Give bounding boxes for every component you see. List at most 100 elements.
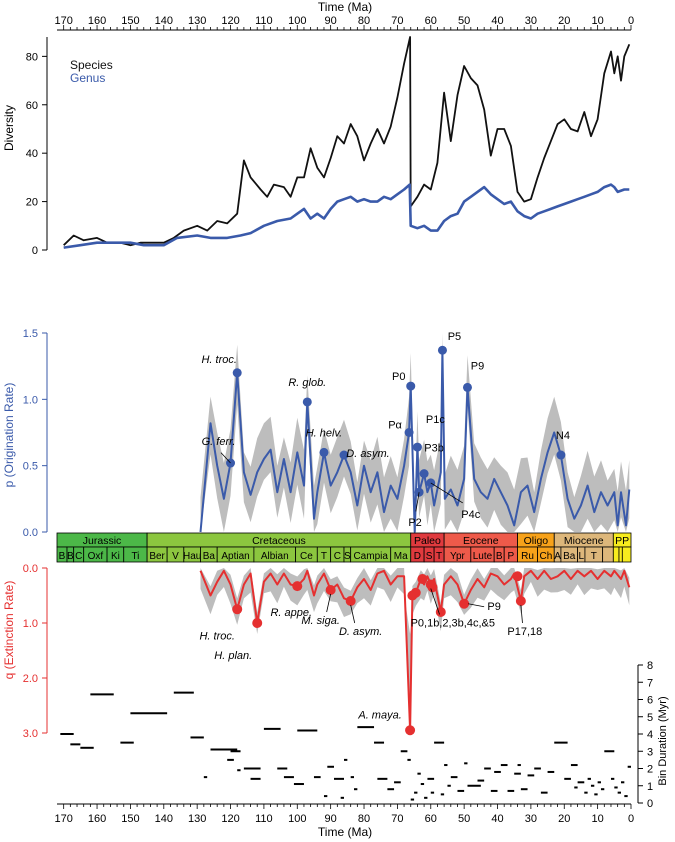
time-tick-label: 70: [391, 15, 403, 27]
origination-peak-marker: [406, 381, 416, 391]
time-tick-label: 100: [288, 15, 306, 27]
time-tick-label: 20: [558, 15, 570, 27]
origination-leader-line: [415, 492, 420, 512]
time-tick-label: 90: [325, 813, 337, 825]
extinction-y-tick-label: 0.0: [23, 563, 38, 575]
stage-label: Ber: [149, 551, 165, 562]
time-tick-label: 40: [491, 15, 503, 27]
stage-label: S: [344, 551, 351, 562]
bin-duration-y-tick-label: 0: [647, 798, 653, 810]
origination-peak-label: R. glob.: [288, 377, 326, 389]
stage-label: Ru: [521, 551, 534, 562]
time-tick-label: 20: [558, 813, 570, 825]
time-tick-label: 120: [221, 813, 239, 825]
time-tick-label: 170: [54, 15, 72, 27]
stage-label: T: [591, 551, 597, 562]
bin-duration-y-tick-label: 2: [647, 764, 653, 776]
origination-uncertainty-band: [200, 333, 630, 532]
bin-duration-panel: 0 1 2 3 4 5 6 7 8: [60, 660, 653, 810]
stage-label: C: [334, 551, 341, 562]
origination-peak-marker: [412, 442, 422, 452]
extinction-peak-label: M. siga.: [301, 615, 340, 627]
origination-peak-marker: [302, 397, 312, 407]
time-tick-label: 90: [325, 15, 337, 27]
stage-label: Ce: [300, 551, 313, 562]
time-tick-label: 160: [88, 15, 106, 27]
extinction-peak-marker: [410, 587, 421, 598]
stage-label: C: [75, 551, 82, 562]
extinction-peak-marker: [427, 582, 438, 593]
extinction-peak-label: H. plan.: [214, 650, 252, 662]
diversity-axis-label: Diversity: [2, 105, 16, 151]
time-tick-label: 0: [628, 813, 634, 825]
origination-peak-label: P4c: [461, 509, 480, 521]
bin-duration-y-tick-label: 5: [647, 712, 653, 724]
period-label: Cretaceous: [252, 535, 306, 547]
time-tick-label: 150: [121, 15, 139, 27]
origination-leader-line: [220, 452, 231, 464]
diversity-y-tick-label: 60: [26, 100, 38, 112]
bottom-time-axis-label: Time (Ma): [318, 825, 372, 839]
bin-duration-y-tick-label: 4: [647, 729, 653, 741]
top-time-axis: 170 160 150 140 130 120 110 100 90 80 70 60 50 40 30 20…: [54, 15, 634, 31]
stage-label: B: [67, 551, 74, 562]
origination-leader-line: [430, 482, 463, 504]
period-label: Jurassic: [83, 535, 122, 547]
time-tick-label: 30: [525, 813, 537, 825]
stage-label: Ch: [540, 551, 553, 562]
extinction-peak-marker: [292, 581, 303, 592]
diversity-y-tick-label: 20: [26, 197, 38, 209]
diversity-panel: 0 20 40 60 80: [26, 36, 631, 257]
stage-box: [621, 546, 632, 563]
time-tick-label: 0: [628, 15, 634, 27]
time-tick-label: 130: [188, 813, 206, 825]
series-line-genus: [63, 183, 630, 249]
stage-label: D: [414, 551, 421, 562]
origination-y-tick-label: 0.0: [23, 527, 38, 539]
origination-peak-marker: [319, 447, 329, 457]
origination-peak-label: G. ferr.: [202, 436, 236, 448]
origination-y-tick-label: 1.5: [23, 328, 38, 340]
time-tick-label: 120: [221, 15, 239, 27]
extinction-peak-marker: [252, 618, 263, 628]
extinction-y-tick-label: 1.0: [23, 618, 38, 630]
stage-label: T: [321, 551, 327, 562]
period-label: Miocene: [564, 535, 604, 547]
time-tick-label: 60: [425, 813, 437, 825]
extinction-axis-label: q (Extinction Rate): [2, 581, 16, 680]
time-tick-label: 110: [255, 813, 273, 825]
bin-duration-y-tick-label: 6: [647, 695, 653, 707]
origination-peak-marker: [556, 450, 566, 460]
time-tick-label: 50: [458, 813, 470, 825]
extinction-leader-line: [326, 593, 332, 613]
time-tick-label: 130: [188, 15, 206, 27]
time-tick-label: 80: [358, 15, 370, 27]
extinction-peak-marker: [325, 585, 336, 595]
extinction-y-tick-label: 2.0: [23, 673, 38, 685]
legend-species: Species: [70, 58, 113, 72]
extinction-peak-marker: [405, 725, 416, 736]
period-label: Paleo: [414, 535, 441, 547]
period-label: Oligo: [524, 535, 549, 547]
bottom-time-axis: 170 160 150 140 130 120 110 100 90 80 70 60 50 40 30 20…: [54, 803, 634, 825]
time-tick-label: 10: [592, 813, 604, 825]
time-tick-label: 150: [121, 813, 139, 825]
origination-peak-label: P0: [392, 371, 405, 383]
extinction-peak-marker: [459, 598, 470, 609]
origination-peak-label: P5: [448, 331, 461, 343]
bin-duration-y-tick-label: 7: [647, 677, 653, 689]
stage-label: B: [496, 551, 503, 562]
diversity-y-tick-label: 80: [26, 51, 38, 63]
extinction-panel: 0.0 1.0 2.0 3.0 H. troc. H. plan. R. appe.M. s…: [23, 563, 631, 740]
stage-label: Ba: [203, 551, 216, 562]
bin-duration-y-tick-label: 3: [647, 746, 653, 758]
stage-label: Aptian: [221, 551, 249, 562]
origination-y-tick-label: 0.5: [23, 461, 38, 473]
time-tick-label: 140: [155, 813, 173, 825]
diversity-y-tick-label: 0: [32, 245, 38, 257]
extinction-peak-marker: [515, 596, 526, 606]
time-tick-label: 10: [592, 15, 604, 27]
time-tick-label: 170: [54, 813, 72, 825]
stage-box: [602, 546, 614, 563]
origination-peak-label: P2: [408, 517, 421, 529]
